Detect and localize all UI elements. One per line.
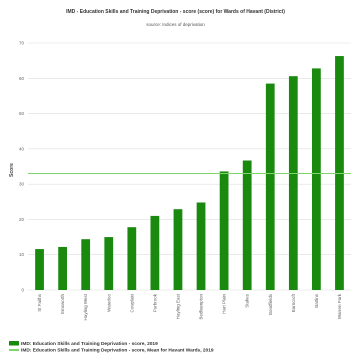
bar[interactable] — [312, 68, 321, 290]
chart-title: IMD - Education Skills and Training Depr… — [66, 9, 285, 15]
bar[interactable] — [335, 56, 344, 291]
x-tick-label: Barncroft — [291, 293, 296, 312]
legend-label-series: IMD: Education Skills and Training Depri… — [21, 341, 158, 347]
bar[interactable] — [104, 237, 114, 290]
y-tick-label: 30 — [19, 182, 25, 187]
bar[interactable] — [288, 76, 298, 290]
x-axis-ticks: St Faiths Emsworth Hayling West Waterloo Cow… — [37, 293, 342, 320]
legend: IMD: Education Skills and Training Depri… — [9, 341, 214, 354]
bar[interactable] — [127, 227, 137, 290]
y-tick-label: 0 — [21, 288, 24, 293]
y-tick-label: 10 — [19, 252, 25, 257]
x-tick-label: Bondfields — [268, 293, 273, 315]
y-axis-label: Score — [9, 163, 15, 177]
bar[interactable] — [173, 209, 183, 290]
bar[interactable] — [219, 171, 229, 290]
bar[interactable] — [81, 239, 91, 290]
x-tick-label: Warren Park — [337, 293, 342, 319]
y-tick-label: 20 — [19, 217, 25, 222]
gridlines — [28, 42, 351, 291]
y-tick-label: 60 — [19, 76, 25, 81]
y-tick-label: 50 — [19, 111, 25, 116]
x-tick-label: St Faiths — [37, 293, 42, 312]
legend-swatch-series — [9, 341, 19, 346]
x-tick-label: Bedhampton — [199, 294, 204, 320]
x-tick-label: Purbrook — [152, 293, 157, 312]
x-tick-label: Battins — [314, 293, 319, 308]
bar[interactable] — [35, 249, 44, 290]
x-tick-label: Cowplain — [129, 294, 134, 313]
x-tick-label: Hayling West — [83, 293, 88, 320]
x-tick-label: Hayling East — [175, 293, 180, 319]
x-tick-label: Stakes — [245, 293, 250, 308]
x-tick-label: Waterloo — [106, 294, 111, 312]
x-tick-label: Hart Plain — [222, 294, 227, 314]
chart-subtitle: source: Indices of deprivation — [146, 22, 205, 27]
bar[interactable] — [265, 83, 275, 290]
bar[interactable] — [58, 246, 67, 290]
x-tick-label: Emsworth — [60, 294, 65, 315]
bar[interactable] — [196, 202, 206, 290]
bar[interactable] — [150, 215, 160, 290]
bar[interactable] — [242, 160, 252, 290]
legend-label-mean: IMD: Education Skills and Training Depri… — [21, 348, 214, 354]
y-axis-ticks: 0 10 20 30 40 50 60 70 — [19, 41, 25, 293]
bars — [35, 56, 344, 291]
y-tick-label: 70 — [19, 41, 25, 46]
y-tick-label: 40 — [19, 146, 25, 151]
